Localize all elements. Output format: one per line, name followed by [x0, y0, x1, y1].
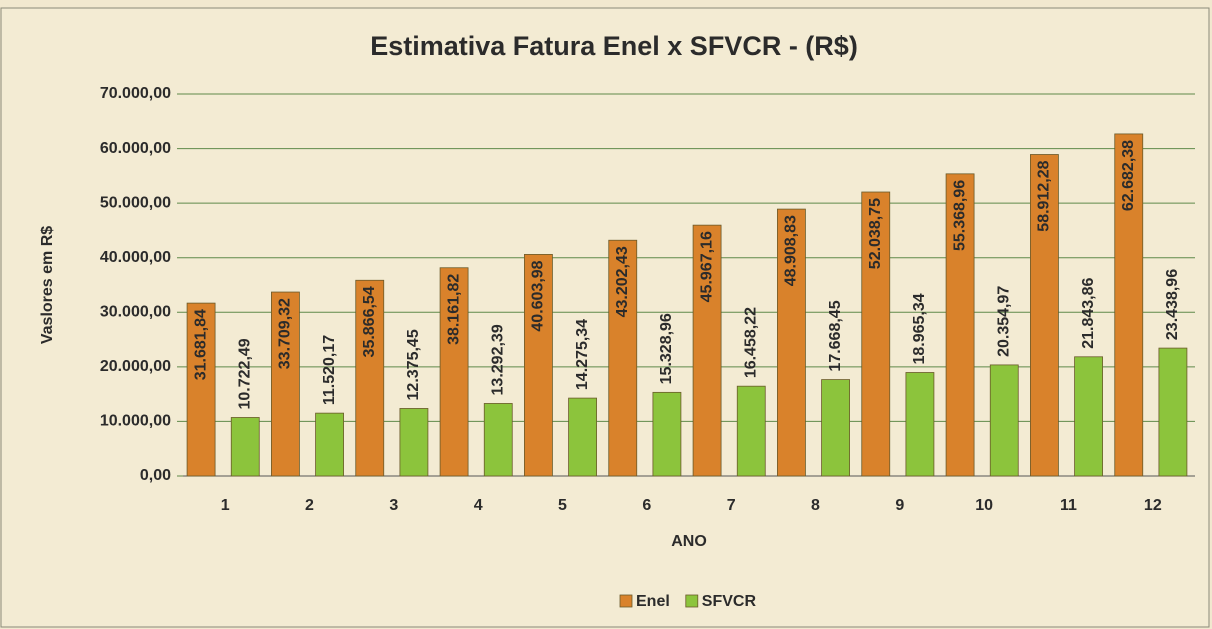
y-tick-label: 60.000,00: [100, 140, 171, 157]
bar: [1074, 356, 1103, 477]
bar: [483, 403, 513, 477]
data-label: 55.368,96: [951, 180, 968, 251]
legend-label: Enel: [636, 593, 670, 610]
x-tick-label: 1: [221, 497, 230, 514]
x-tick-label: 8: [811, 497, 820, 514]
y-axis-label: Vaslores em R$: [39, 226, 56, 344]
data-label: 40.603,98: [530, 260, 547, 331]
data-label: 33.709,32: [277, 298, 294, 369]
x-tick-label: 3: [389, 497, 398, 514]
data-label: 35.866,54: [361, 286, 378, 357]
data-label: 15.328,96: [658, 313, 675, 384]
data-label: 14.275,34: [574, 319, 591, 390]
y-tick-label: 40.000,00: [100, 249, 171, 266]
bar: [861, 191, 891, 477]
bar: [1158, 347, 1188, 477]
x-tick-label: 6: [642, 497, 651, 514]
legend-swatch: [619, 594, 633, 608]
y-tick-label: 0,00: [140, 467, 171, 484]
data-label: 48.908,83: [783, 215, 800, 286]
bar: [355, 279, 385, 477]
data-label: 11.520,17: [321, 335, 338, 405]
bar: [315, 412, 344, 477]
y-tick-label: 10.000,00: [100, 413, 171, 430]
data-label: 18.965,34: [911, 293, 928, 364]
bar: [524, 254, 553, 477]
data-label: 62.682,38: [1120, 140, 1137, 211]
y-tick-label: 50.000,00: [100, 194, 171, 211]
x-tick-label: 10: [975, 497, 993, 514]
data-label: 45.967,16: [698, 231, 715, 302]
chart-title: Estimativa Fatura Enel x SFVCR - (R$): [370, 31, 858, 61]
bar: [777, 208, 806, 477]
y-tick-label: 30.000,00: [100, 304, 171, 321]
x-tick-label: 12: [1144, 497, 1162, 514]
data-label: 52.038,75: [867, 198, 884, 269]
bar: [692, 224, 722, 477]
y-tick-label: 70.000,00: [100, 85, 171, 102]
bar: [736, 385, 766, 477]
bar: [652, 391, 682, 477]
data-label: 21.843,86: [1080, 278, 1097, 349]
chart-frame: [0, 7, 1210, 628]
bar: [399, 408, 429, 477]
bar: [568, 397, 597, 477]
bar: [439, 267, 469, 477]
x-tick-label: 5: [558, 497, 567, 514]
legend-swatch: [685, 594, 699, 608]
legend-label: SFVCR: [702, 593, 757, 610]
data-label: 20.354,97: [995, 286, 1012, 357]
data-label: 38.161,82: [445, 274, 462, 345]
bar: [821, 379, 850, 477]
x-tick-label: 7: [727, 497, 736, 514]
bar: [1030, 154, 1059, 477]
x-tick-label: 11: [1060, 497, 1077, 514]
data-label: 43.202,43: [614, 246, 631, 317]
bar: [608, 239, 638, 477]
y-tick-label: 20.000,00: [100, 358, 171, 375]
bar: [1114, 133, 1144, 477]
data-label: 58.912,28: [1036, 160, 1053, 231]
data-label: 17.668,45: [827, 300, 844, 371]
data-label: 16.458,22: [742, 307, 759, 378]
bar: [186, 302, 216, 477]
data-label: 31.681,84: [192, 309, 209, 380]
x-tick-label: 9: [895, 497, 904, 514]
data-label: 12.375,45: [405, 329, 422, 400]
bar: [945, 173, 975, 477]
bar: [271, 291, 300, 477]
x-axis-label: ANO: [671, 533, 707, 550]
x-tick-label: 2: [305, 497, 314, 514]
data-label: 23.438,96: [1164, 269, 1181, 340]
bar: [989, 364, 1019, 477]
bar: [230, 417, 260, 477]
x-tick-label: 4: [474, 497, 483, 514]
data-label: 13.292,39: [489, 324, 506, 395]
bar: [905, 372, 935, 477]
data-label: 10.722,49: [236, 338, 253, 409]
